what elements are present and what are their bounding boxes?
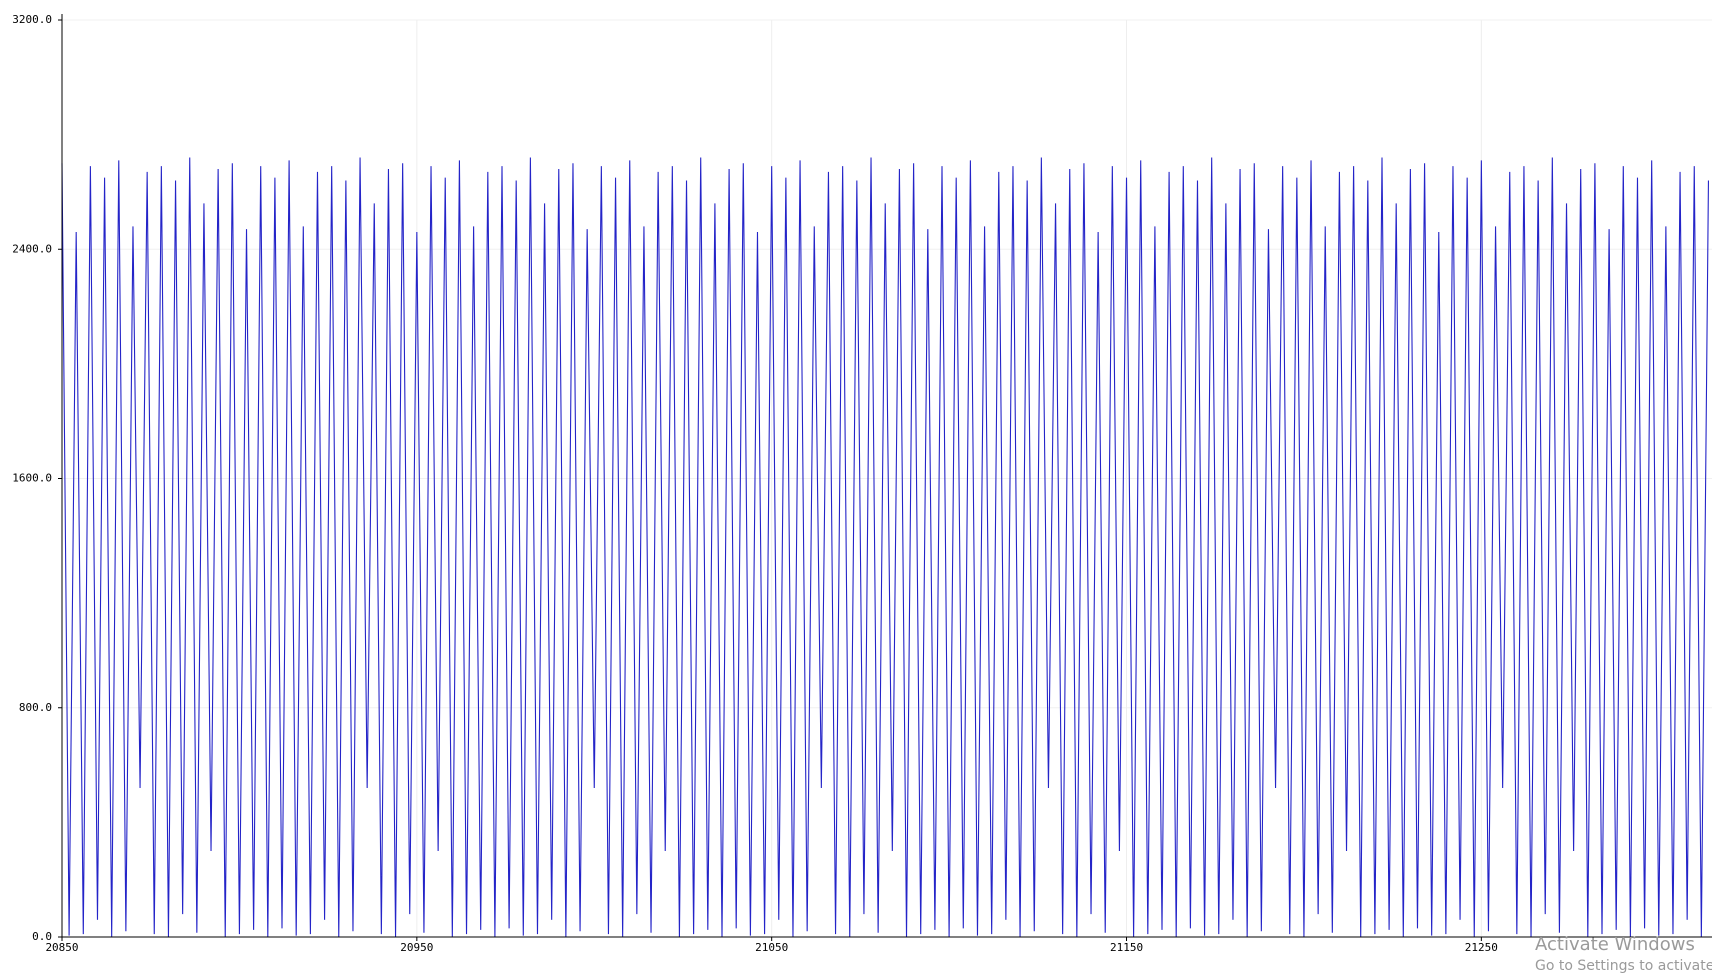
x-tick-label: 20950: [400, 941, 433, 954]
x-tick-label: 21050: [755, 941, 788, 954]
y-tick-label: 3200.0: [12, 13, 52, 26]
y-tick-label: 2400.0: [12, 242, 52, 255]
y-tick-label: 0.0: [32, 930, 52, 943]
data-line: [61, 157, 1709, 938]
watermark-title: Activate Windows: [1535, 934, 1695, 955]
watermark-subtitle: Go to Settings to activate W: [1535, 958, 1712, 973]
x-tick-label: 21150: [1110, 941, 1143, 954]
x-tick-label: 21250: [1465, 941, 1498, 954]
y-tick-label: 1600.0: [12, 472, 52, 485]
y-tick-label: 800.0: [19, 701, 52, 714]
x-tick-label: 20850: [45, 941, 78, 954]
